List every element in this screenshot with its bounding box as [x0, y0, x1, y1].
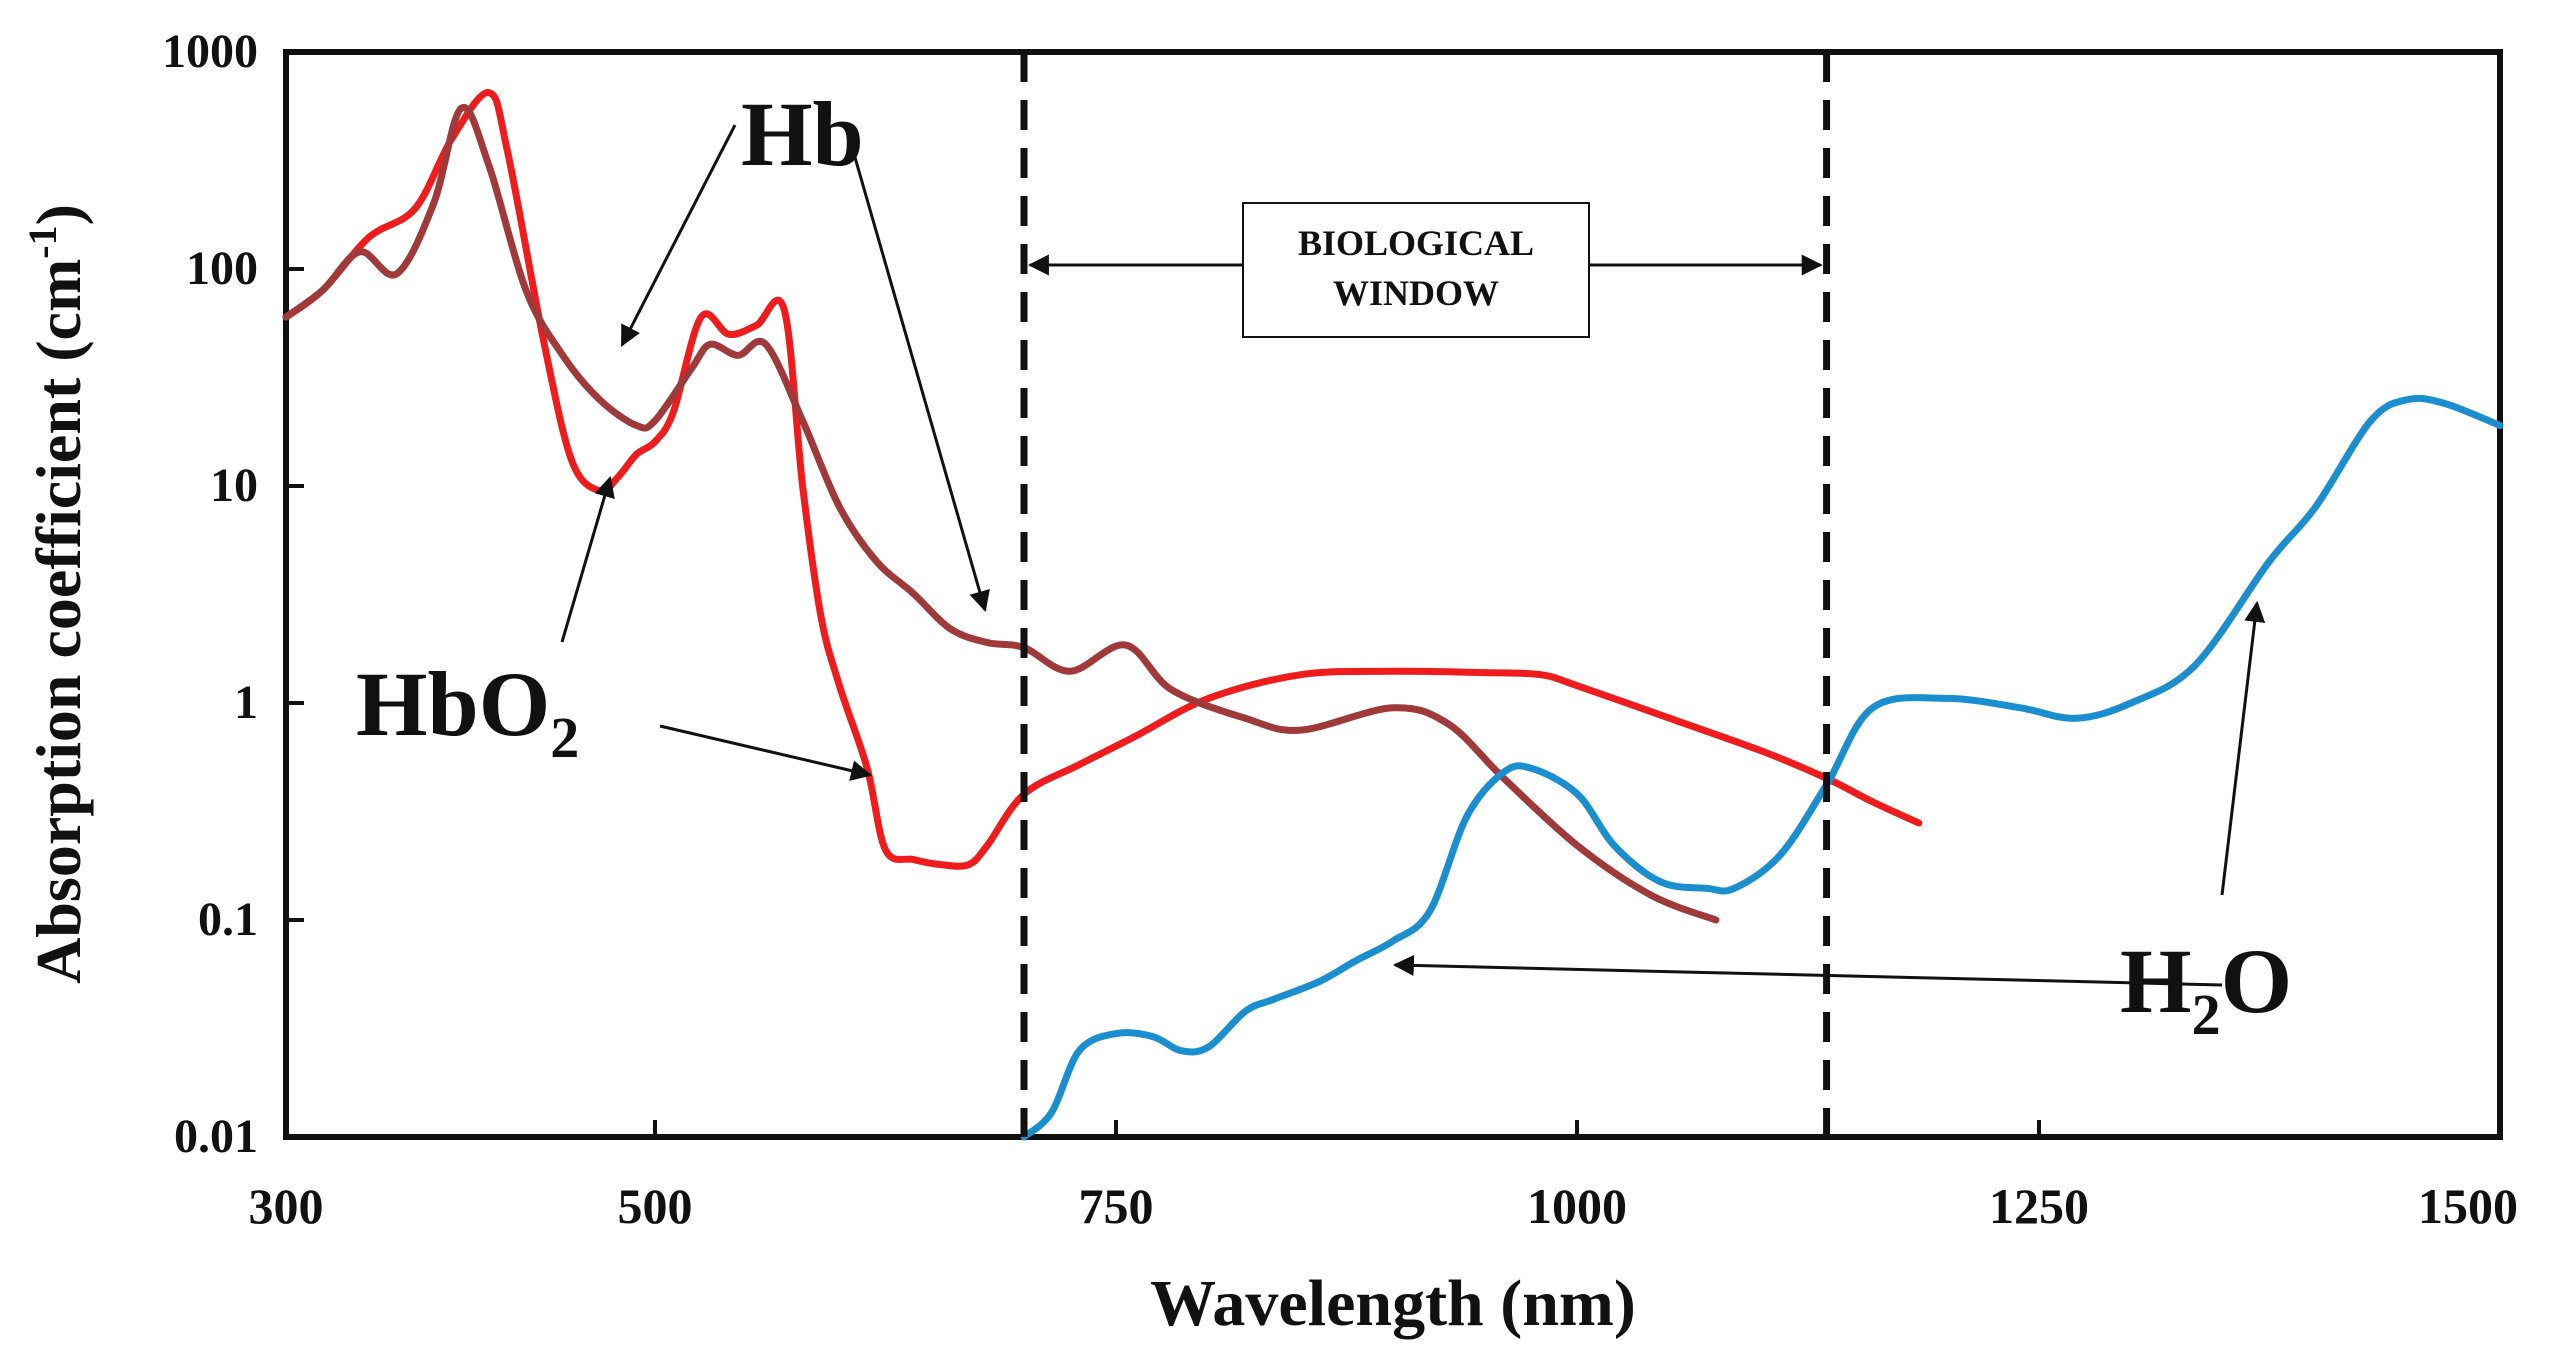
window-label-box [1242, 202, 1590, 338]
hbo2-label-sub: 2 [550, 705, 579, 770]
hbo2-arrow-2 [659, 724, 873, 781]
window-label-line2: WINDOW [1333, 273, 1499, 313]
h2o-label-sub: 2 [2192, 982, 2221, 1047]
y-axis: 0.01 0.1 1 10 100 1000 [162, 25, 304, 1163]
h2o-label-h: H [2120, 930, 2192, 1032]
y-tick-label: 100 [186, 242, 258, 295]
y-tick-label: 0.1 [198, 893, 258, 946]
y-axis-title-main: Absorption coefficient (cm [23, 259, 94, 984]
y-tick-label: 1000 [162, 25, 258, 78]
hbo2-label: HbO2 [356, 653, 579, 770]
x-tick-label: 300 [249, 1178, 324, 1234]
h2o-arrow-1 [1392, 954, 2223, 987]
x-tick-label: 1000 [1527, 1178, 1627, 1234]
hb-label: Hb [741, 83, 864, 185]
hbo2-label-main: HbO [356, 653, 550, 755]
hbo2-arrow-1 [560, 475, 615, 643]
x-tick-label: 750 [1079, 1178, 1154, 1234]
x-axis: 300 500 750 1000 1250 1500 [249, 1120, 2518, 1234]
x-tick-label: 1500 [2418, 1178, 2518, 1234]
h2o-label: H2O [2120, 930, 2292, 1047]
window-label-line1: BIOLOGICAL [1298, 223, 1534, 263]
x-axis-title: Wavelength (nm) [1150, 1267, 1636, 1340]
y-axis-title-close: ) [23, 204, 94, 225]
h2o-label-o: O [2221, 930, 2293, 1032]
plot-frame [283, 49, 2503, 1140]
hb-arrow-1 [620, 124, 737, 347]
hb-arrow-2 [848, 139, 990, 613]
series-line-h2o [1020, 394, 2504, 1141]
series-line-hbo2 [282, 89, 1923, 870]
h2o-arrow-2 [2220, 600, 2266, 896]
y-axis-title: Absorption coefficient (cm-1) [20, 204, 94, 984]
y-tick-label: 1 [234, 676, 258, 729]
y-axis-title-sup: -1 [20, 225, 65, 258]
y-tick-label: 10 [210, 459, 258, 512]
x-tick-label: 500 [618, 1178, 693, 1234]
series-line-hb [282, 104, 1720, 924]
x-tick-label: 1250 [1989, 1178, 2089, 1234]
y-tick-label: 0.01 [174, 1110, 258, 1163]
